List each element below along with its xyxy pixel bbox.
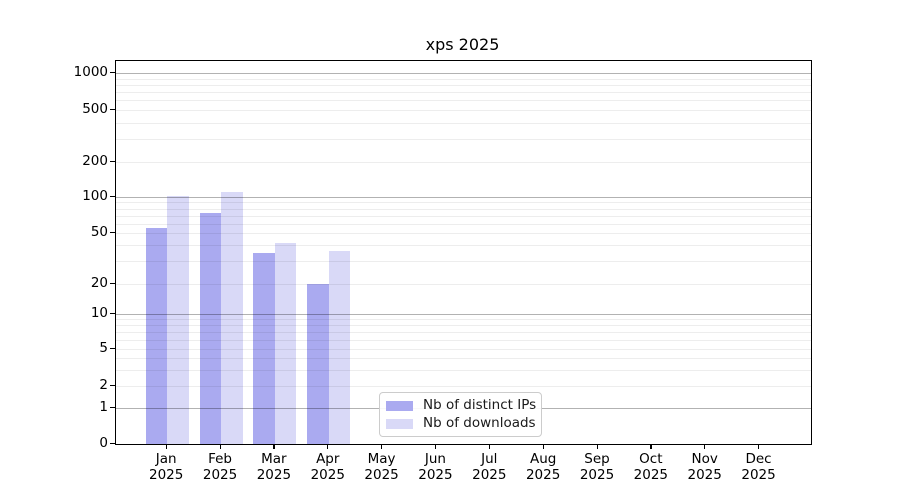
minor-gridline <box>116 332 811 333</box>
x-tick-label: Mar 2025 <box>256 451 292 483</box>
major-gridline <box>116 314 811 315</box>
x-tick-mark <box>650 444 652 449</box>
y-tick-mark <box>110 195 115 197</box>
legend-label: Nb of distinct IPs <box>423 397 537 413</box>
y-tick-label: 500 <box>82 100 108 117</box>
y-tick-mark <box>110 108 115 110</box>
minor-gridline <box>116 319 811 321</box>
bar-downloads <box>328 251 351 444</box>
legend-item-downloads: Nb of downloads <box>386 415 536 431</box>
x-tick-mark <box>542 444 544 449</box>
x-tick-mark <box>704 444 706 449</box>
x-tick-mark <box>381 444 383 449</box>
legend-label: Nb of downloads <box>423 415 536 431</box>
chart-title: xps 2025 <box>425 35 500 54</box>
minor-gridline <box>116 339 811 341</box>
y-tick-mark <box>110 160 115 162</box>
minor-gridline <box>116 325 811 327</box>
y-tick-label: 0 <box>99 434 108 451</box>
y-tick-mark <box>110 282 115 284</box>
major-gridline <box>116 73 811 74</box>
x-tick-label: Jul 2025 <box>472 451 507 483</box>
x-tick-mark <box>596 444 598 449</box>
bar-downloads <box>274 242 297 444</box>
x-tick-label: Dec 2025 <box>741 451 776 483</box>
x-tick-mark <box>434 444 437 449</box>
minor-gridline <box>116 233 811 234</box>
bar-downloads <box>221 192 243 444</box>
x-tick-label: Nov 2025 <box>687 451 722 483</box>
plot-area <box>115 60 812 445</box>
minor-gridline <box>116 223 811 225</box>
minor-gridline <box>116 358 811 359</box>
legend: Nb of distinct IPs Nb of downloads <box>379 392 542 437</box>
minor-gridline <box>116 78 811 80</box>
x-tick-mark <box>488 444 490 449</box>
minor-gridline <box>116 386 811 387</box>
x-tick-mark <box>327 444 329 449</box>
y-tick-mark <box>110 442 115 444</box>
minor-gridline <box>116 284 811 285</box>
minor-gridline <box>116 202 811 204</box>
y-tick-label: 5 <box>99 339 108 356</box>
x-tick-label: Feb 2025 <box>202 451 238 483</box>
y-tick-label: 50 <box>90 223 108 240</box>
y-tick-label: 1 <box>99 398 108 415</box>
bar-distinct-ips <box>307 284 329 444</box>
bar-distinct-ips <box>145 228 168 444</box>
minor-gridline <box>116 92 811 94</box>
x-tick-label: Apr 2025 <box>310 451 345 483</box>
y-tick-mark <box>110 231 115 233</box>
bar-downloads <box>167 196 189 444</box>
y-tick-mark <box>110 406 115 408</box>
x-tick-label: Sep 2025 <box>579 451 615 483</box>
legend-item-distinct-ips: Nb of distinct IPs <box>386 397 537 413</box>
x-tick-label: May 2025 <box>364 451 399 483</box>
y-tick-label: 200 <box>82 152 108 169</box>
x-tick-mark <box>219 444 221 449</box>
minor-gridline <box>116 208 811 210</box>
y-tick-label: 1000 <box>73 63 108 80</box>
y-tick-mark <box>110 71 115 73</box>
y-tick-label: 2 <box>99 376 108 393</box>
downloads-swatch-icon <box>386 418 413 429</box>
major-gridline <box>116 197 811 198</box>
minor-gridline <box>116 369 811 371</box>
x-tick-label: Jun 2025 <box>418 451 453 483</box>
x-tick-label: Oct 2025 <box>633 451 669 483</box>
minor-gridline <box>116 261 811 263</box>
bar-distinct-ips <box>253 252 275 444</box>
bars-layer <box>116 61 811 444</box>
minor-gridline <box>116 122 811 124</box>
y-tick-label: 10 <box>90 304 108 321</box>
minor-gridline <box>116 84 811 86</box>
x-tick-mark <box>273 444 275 449</box>
y-tick-label: 100 <box>82 187 108 204</box>
minor-gridline <box>116 245 811 247</box>
y-tick-mark <box>110 312 115 314</box>
y-tick-mark <box>110 347 115 349</box>
x-tick-label: Aug 2025 <box>525 451 561 483</box>
x-tick-mark <box>758 444 760 449</box>
minor-gridline <box>116 162 811 163</box>
y-tick-mark <box>110 384 115 386</box>
minor-gridline <box>116 100 811 102</box>
bar-distinct-ips <box>199 212 222 444</box>
distinct-ips-swatch-icon <box>386 400 413 411</box>
x-tick-label: Jan 2025 <box>149 451 184 483</box>
minor-gridline <box>116 349 811 350</box>
x-tick-mark <box>165 444 167 449</box>
minor-gridline <box>116 110 811 111</box>
y-tick-label: 20 <box>90 274 108 291</box>
minor-gridline <box>116 215 811 217</box>
grid-layer <box>116 61 811 444</box>
minor-gridline <box>116 138 811 140</box>
